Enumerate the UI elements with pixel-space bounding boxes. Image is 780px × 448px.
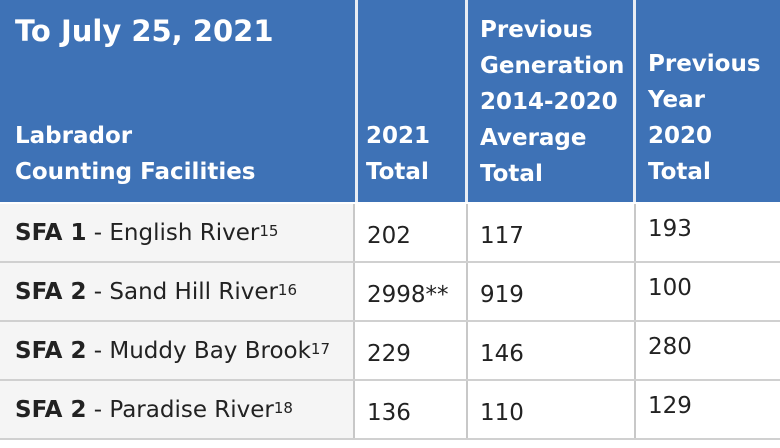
table-row: SFA 1 - English River 15 202 117 193	[0, 204, 780, 261]
header-prev-year-label: Previous Year 2020 Total	[648, 51, 761, 185]
facility-cell: SFA 2 - Paradise River 18	[0, 381, 355, 438]
river-name: - Paradise River	[86, 396, 274, 423]
header-prev-year-cell: Previous Year 2020 Total	[636, 0, 780, 202]
header-2021-total-label: 2021 Total	[366, 123, 431, 185]
total-2021-cell: 2998**	[355, 263, 468, 320]
header-facility-cell: To July 25, 2021 Labrador Counting Facil…	[0, 0, 355, 202]
facility-cell: SFA 2 - Sand Hill River 16	[0, 263, 355, 320]
sfa-label: SFA 1	[15, 219, 87, 246]
prev-year-cell: 280	[636, 322, 780, 379]
prev-year-cell: 193	[636, 204, 780, 261]
prev-gen-avg-cell: 919	[468, 263, 636, 320]
total-2021-cell: 229	[355, 322, 468, 379]
header-2021-total-cell: 2021 Total	[358, 0, 465, 202]
total-2021-cell: 202	[355, 204, 468, 261]
table-row: SFA 2 - Muddy Bay Brook 17 229 146 280	[0, 322, 780, 379]
prev-gen-avg-cell: 146	[468, 322, 636, 379]
facility-cell: SFA 1 - English River 15	[0, 204, 355, 261]
row-divider	[0, 438, 780, 440]
header-prev-generation-label: Previous Generation 2014-2020 Average To…	[480, 17, 625, 187]
row-divider	[0, 320, 780, 322]
facility-cell: SFA 2 - Muddy Bay Brook 17	[0, 322, 355, 379]
prev-year-cell: 100	[636, 263, 780, 320]
total-2021-cell: 136	[355, 381, 468, 438]
table-row: SFA 2 - Sand Hill River 16 2998** 919 100	[0, 263, 780, 320]
table-title: To July 25, 2021	[15, 14, 274, 48]
river-name: - English River	[86, 219, 260, 246]
row-divider	[0, 261, 780, 263]
river-name: - Muddy Bay Brook	[86, 337, 311, 364]
header-separator	[355, 0, 358, 202]
prev-gen-avg-cell: 117	[468, 204, 636, 261]
prev-year-cell: 129	[636, 381, 780, 438]
sfa-label: SFA 2	[15, 396, 87, 423]
prev-gen-avg-cell: 110	[468, 381, 636, 438]
sfa-label: SFA 2	[15, 278, 87, 305]
header-separator	[465, 0, 468, 202]
table-row: SFA 2 - Paradise River 18 136 110 129	[0, 381, 780, 438]
header-prev-generation-cell: Previous Generation 2014-2020 Average To…	[468, 0, 633, 202]
sfa-label: SFA 2	[15, 337, 87, 364]
river-name: - Sand Hill River	[86, 278, 278, 305]
row-divider	[0, 379, 780, 381]
header-separator	[633, 0, 636, 202]
header-facility-label: Labrador Counting Facilities	[15, 123, 256, 185]
